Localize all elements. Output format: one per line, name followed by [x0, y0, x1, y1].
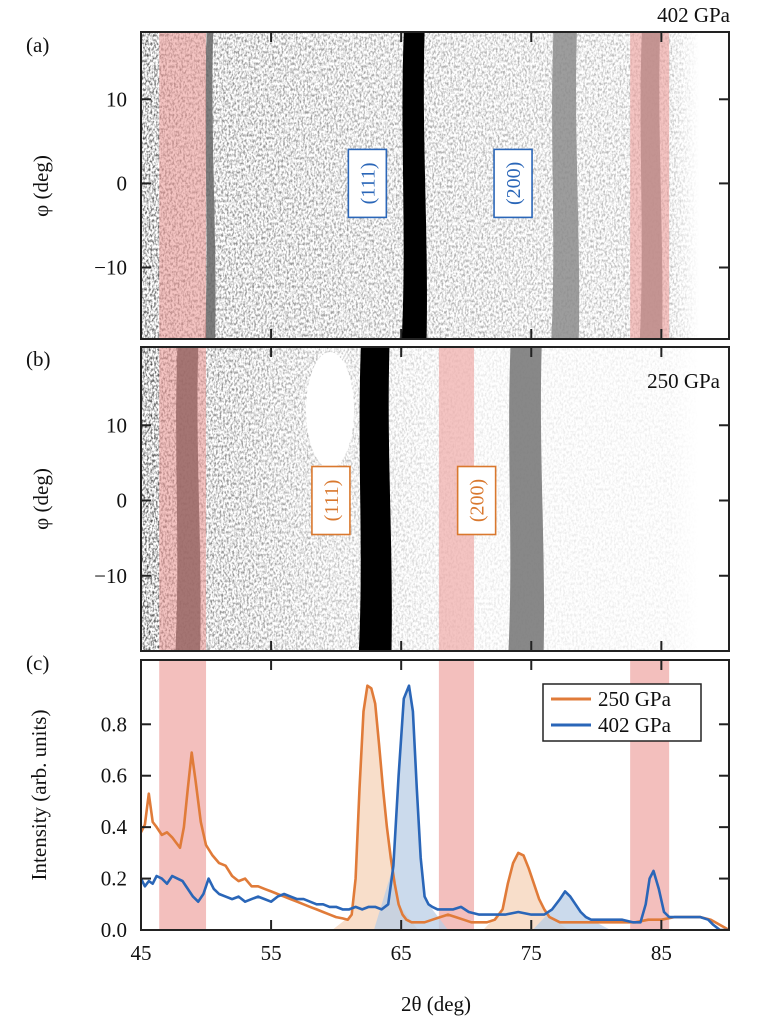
panel-c-label: (c) [26, 651, 49, 675]
y-tick-label: 0 [117, 171, 128, 195]
diffraction-ring [508, 347, 545, 651]
x-tick-label: 85 [651, 941, 672, 965]
panel-c-frame [140, 659, 730, 931]
peak-label-200: (200) [493, 148, 533, 219]
y-tick-label: 0.2 [101, 867, 127, 891]
diffraction-ring [358, 347, 392, 651]
svg-text:(200): (200) [503, 162, 525, 205]
panel-b-ylabel: φ (deg) [29, 468, 53, 530]
svg-text:(200): (200) [467, 479, 489, 522]
panel-a-pressure: 402 GPa [657, 3, 731, 27]
panel-b: 10 0 −10 (b) 250 GPa φ (deg) (111) (200) [26, 346, 730, 652]
y-tick-label: 0.4 [101, 815, 128, 839]
y-tick-label: 0.6 [101, 764, 127, 788]
x-tick-label: 55 [261, 941, 282, 965]
y-tick-label: 0.0 [101, 918, 127, 942]
legend-label-402: 402 GPa [598, 713, 672, 737]
y-tick-label: 0.8 [101, 712, 127, 736]
y-tick-label: −10 [94, 564, 127, 588]
legend-label-250: 250 GPa [598, 687, 672, 711]
excluded-band [159, 660, 207, 930]
x-tick-label: 45 [131, 941, 152, 965]
diffraction-ring [401, 32, 427, 339]
excluded-band [159, 347, 207, 651]
panel-b-image [141, 347, 729, 651]
series-line-402-gpa [141, 684, 729, 930]
panel-c-xlabel: 2θ (deg) [401, 992, 471, 1016]
peak-label-111: (111) [347, 148, 388, 219]
x-tick-label: 75 [521, 941, 542, 965]
diffraction-ring [551, 32, 580, 339]
panel-a: 10 0 −10 (a) 402 GPa φ (deg) (111) (200) [26, 3, 731, 340]
panel-a-ylabel: φ (deg) [29, 155, 53, 217]
svg-text:(111): (111) [357, 162, 379, 204]
peak-label-111: (111) [311, 465, 351, 536]
excluded-band [159, 32, 207, 339]
panel-c: 0.0 0.2 0.4 0.6 0.8 45 55 65 75 85 (c) Intensity … [26, 651, 730, 1016]
legend: 250 GPa 402 GPa [542, 683, 702, 742]
y-tick-label: −10 [94, 256, 127, 280]
diffraction-ring [204, 32, 216, 339]
panel-c-ylabel: Intensity (arb. units) [27, 710, 51, 881]
peak-fill [332, 685, 419, 930]
svg-text:(111): (111) [321, 480, 343, 522]
peak-fill [483, 852, 569, 930]
panel-b-pressure: 250 GPa [647, 369, 721, 393]
x-tick-label: 65 [391, 941, 412, 965]
y-tick-label: 10 [106, 87, 127, 111]
peak-label-200: (200) [456, 465, 497, 536]
legend-box [542, 683, 702, 742]
excluded-band [630, 32, 670, 339]
series-line-250-gpa [141, 684, 729, 930]
y-tick-label: 10 [106, 413, 127, 437]
panel-b-label: (b) [26, 347, 51, 371]
excluded-band [438, 660, 475, 930]
panel-a-frame [140, 31, 730, 340]
panel-a-label: (a) [26, 33, 49, 57]
y-tick-label: 0 [117, 489, 128, 513]
beamstop-shadow [306, 352, 354, 468]
panel-b-frame [140, 346, 730, 652]
panel-a-image [141, 32, 729, 339]
